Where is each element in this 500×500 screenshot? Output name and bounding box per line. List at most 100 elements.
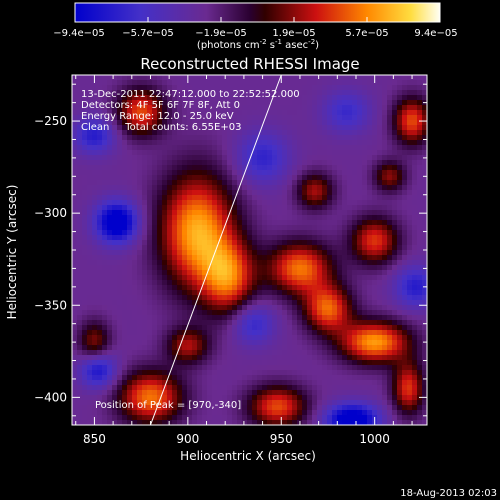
heatmap-cell [197, 240, 203, 246]
heatmap-cell [267, 315, 273, 321]
heatmap-cell [297, 195, 303, 201]
heatmap-cell [237, 145, 243, 151]
heatmap-cell [227, 350, 233, 356]
heatmap-cell [227, 90, 233, 96]
heatmap-cell [327, 390, 333, 396]
heatmap-cell [137, 390, 143, 396]
heatmap-cell [282, 305, 288, 311]
heatmap-cell [112, 295, 118, 301]
heatmap-cell [172, 415, 178, 421]
heatmap-cell [102, 215, 108, 221]
heatmap-cell [202, 155, 208, 161]
heatmap-cell [297, 200, 303, 206]
heatmap-cell [297, 115, 303, 121]
heatmap-cell [117, 405, 123, 411]
heatmap-cell [172, 375, 178, 381]
heatmap-cell [317, 80, 323, 86]
heatmap-cell [127, 295, 133, 301]
heatmap-cell [137, 285, 143, 291]
heatmap-cell [177, 260, 183, 266]
heatmap-cell [102, 260, 108, 266]
heatmap-cell [162, 255, 168, 261]
heatmap-cell [212, 380, 218, 386]
heatmap-cell [72, 325, 78, 331]
heatmap-cell [327, 260, 333, 266]
heatmap-cell [252, 155, 258, 161]
heatmap-cell [337, 310, 343, 316]
heatmap-cell [307, 120, 313, 126]
heatmap-cell [202, 420, 208, 425]
heatmap-cell [267, 90, 273, 96]
heatmap-cell [367, 345, 373, 351]
heatmap-cell [322, 175, 328, 181]
heatmap-cell [142, 100, 148, 106]
heatmap-cell [107, 360, 113, 366]
heatmap-cell [182, 250, 188, 256]
heatmap-cell [287, 135, 293, 141]
heatmap-cell [362, 145, 368, 151]
heatmap-cell [317, 375, 323, 381]
heatmap-cell [407, 105, 413, 111]
heatmap-cell [162, 110, 168, 116]
heatmap-cell [287, 310, 293, 316]
heatmap-cell [247, 185, 253, 191]
heatmap-cell [247, 135, 253, 141]
heatmap-cell [327, 350, 333, 356]
heatmap-cell [382, 255, 388, 261]
heatmap-cell [242, 290, 248, 296]
heatmap-cell [362, 360, 368, 366]
heatmap-cell [287, 155, 293, 161]
heatmap-cell [167, 120, 173, 126]
heatmap-cell [327, 200, 333, 206]
heatmap-cell [182, 170, 188, 176]
heatmap-cell [297, 315, 303, 321]
heatmap-cell [287, 370, 293, 376]
heatmap-cell [392, 165, 398, 171]
heatmap-cell [77, 115, 83, 121]
heatmap-cell [247, 140, 253, 146]
heatmap-cell [177, 420, 183, 425]
heatmap-cell [172, 380, 178, 386]
heatmap-cell [287, 405, 293, 411]
heatmap-cell [172, 385, 178, 391]
heatmap-cell [247, 80, 253, 86]
heatmap-cell [307, 130, 313, 136]
heatmap-cell [397, 80, 403, 86]
heatmap-cell [417, 175, 423, 181]
heatmap-cell [182, 135, 188, 141]
heatmap-cell [112, 85, 118, 91]
heatmap-cell [267, 115, 273, 121]
heatmap-cell [222, 295, 228, 301]
heatmap-cell [102, 315, 108, 321]
heatmap-cell [407, 120, 413, 126]
heatmap-cell [227, 405, 233, 411]
heatmap-cell [322, 205, 328, 211]
heatmap-cell [142, 75, 148, 81]
heatmap-cell [392, 190, 398, 196]
heatmap-cell [247, 260, 253, 266]
heatmap-cell [202, 350, 208, 356]
heatmap-cell [142, 215, 148, 221]
heatmap-cell [307, 145, 313, 151]
heatmap-cell [402, 125, 408, 131]
heatmap-cell [182, 370, 188, 376]
heatmap-cell [377, 330, 383, 336]
heatmap-cell [72, 105, 78, 111]
heatmap-cell [282, 220, 288, 226]
heatmap-cell [337, 320, 343, 326]
heatmap-cell [172, 320, 178, 326]
heatmap-cell [247, 415, 253, 421]
heatmap-cell [142, 180, 148, 186]
heatmap-cell [267, 325, 273, 331]
heatmap-cell [417, 285, 423, 291]
heatmap-cell [72, 400, 78, 406]
heatmap-cell [357, 405, 363, 411]
heatmap-cell [287, 415, 293, 421]
heatmap-cell [207, 360, 213, 366]
heatmap-cell [352, 210, 358, 216]
heatmap-cell [417, 260, 423, 266]
heatmap-cell [297, 125, 303, 131]
heatmap-cell [82, 270, 88, 276]
heatmap-cell [87, 80, 93, 86]
heatmap-cell [322, 200, 328, 206]
